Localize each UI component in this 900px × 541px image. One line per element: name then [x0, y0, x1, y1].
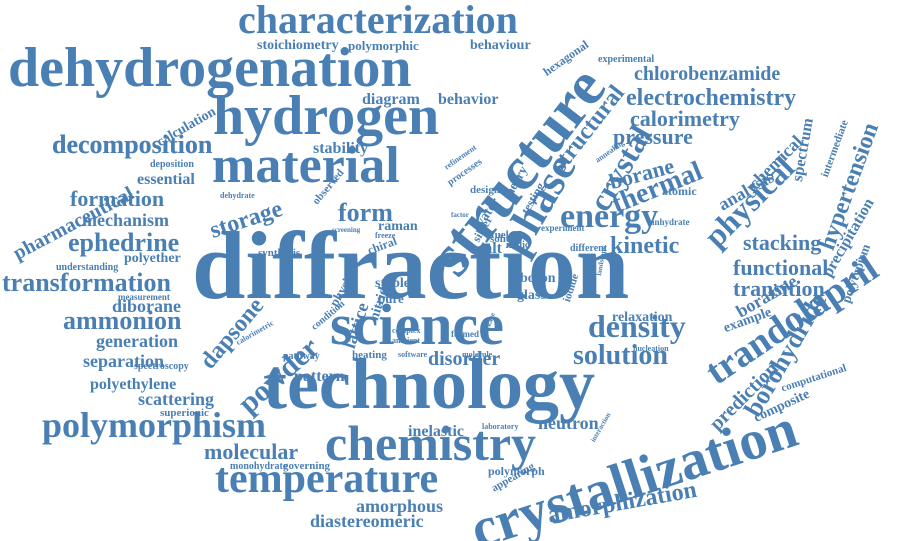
word-molecule: molecule [462, 350, 493, 359]
word-understanding: understanding [56, 262, 119, 273]
word-stability: stability [313, 140, 369, 157]
word-boron: boron [520, 271, 556, 286]
word-essential: essential [137, 171, 195, 188]
word-superionic: superionic [160, 407, 209, 419]
word-stoichiometry: stoichiometry [257, 38, 339, 53]
word-dehydrogenation: dehydrogenation [8, 37, 412, 99]
word-factor: factor [451, 211, 469, 219]
word-diffraction: diffraction [192, 212, 630, 319]
word-complex: complex [392, 326, 421, 335]
word-neutron: neutron [538, 413, 599, 433]
word-generation: generation [96, 331, 178, 351]
word-salt: salt [478, 240, 502, 257]
word-behavior: behavior [438, 91, 499, 108]
word-diastereomeric: diastereomeric [310, 511, 424, 531]
word-laboratory: laboratory [482, 422, 519, 431]
word-pure: pure [378, 291, 404, 306]
word-atomic: atomic [662, 184, 697, 198]
word-malic: malic [506, 240, 530, 251]
word-diborane: diborane [112, 296, 182, 316]
word-relaxation: relaxation [612, 310, 673, 325]
word-inelastic: inelastic [408, 423, 464, 440]
word-formation: formation [70, 186, 165, 211]
word-anhydrate: anhydrate [650, 217, 690, 227]
word-material: material [212, 137, 400, 194]
word-density: density [588, 308, 686, 344]
word-technology: technology [263, 344, 595, 424]
word-synthesis: synthesis [258, 247, 301, 259]
word-science: science [330, 292, 504, 357]
word-spectroscopy: spectroscopy [134, 361, 189, 372]
word-disorder: disorder [428, 348, 501, 370]
word-design: design [470, 184, 500, 196]
word-separation: separation [83, 351, 164, 371]
word-ammonion: ammonion [63, 306, 182, 335]
word-fuel: fuel [491, 229, 509, 241]
word-formed: formed [451, 329, 479, 339]
word-form: form [338, 198, 393, 227]
word-pressure: pressure [613, 124, 693, 149]
word-molecular: molecular [204, 439, 299, 464]
word-energy: energy [560, 198, 659, 235]
word-amorphous: amorphous [356, 496, 444, 516]
word-chemistry: chemistry [325, 415, 537, 471]
word-decomposition: decomposition [52, 130, 213, 159]
word-mechanism: mechanism [82, 210, 169, 230]
word-polymorphic: polymorphic [348, 38, 419, 53]
word-experimental: experimental [598, 54, 655, 65]
word-polymorph: polymorph [488, 464, 545, 478]
word-different: different [570, 243, 608, 254]
word-transformation: transformation [2, 268, 171, 297]
word-hydrogen: hydrogen [213, 85, 440, 147]
word-characterization: characterization [238, 0, 518, 42]
word-monohydrate: monohydrate [230, 461, 288, 472]
word-polymorphism: polymorphism [42, 405, 267, 445]
word-freeze: freeze [375, 231, 396, 240]
word-ambient: ambient [392, 336, 420, 345]
word-solution: solution [573, 340, 668, 371]
word-pathway: pathway [283, 351, 320, 362]
word-spectrum: spectrum [789, 116, 817, 183]
word-measurement: measurement [118, 292, 170, 302]
word-polyether: polyether [124, 251, 181, 266]
word-governing: governing [283, 460, 331, 472]
word-heating: heating [352, 349, 387, 361]
word-behaviour: behaviour [470, 38, 531, 53]
word-stacking: stacking [743, 230, 822, 255]
word-stable: stable [375, 276, 410, 291]
word-screening: screening [332, 226, 361, 234]
word-chlorobenzamide: chlorobenzamide [634, 63, 781, 85]
word-ephedrine: ephedrine [68, 228, 180, 257]
word-diagram: diagram [362, 91, 420, 108]
word-raman: raman [378, 219, 418, 234]
word-decomposition: decomposition [52, 130, 213, 159]
word-polyethylene: polyethylene [90, 376, 177, 393]
word-nucleation: nucleation [633, 344, 669, 353]
word-experiment: experiment [541, 223, 585, 233]
word-calorimetry: calorimetry [630, 106, 740, 131]
word-kinetic: kinetic [610, 233, 680, 259]
word-scattering: scattering [138, 389, 214, 409]
word-glass: glass [517, 288, 546, 303]
word-solid: solid [490, 233, 513, 245]
word-deposition: deposition [150, 159, 194, 170]
word-software: software [398, 350, 428, 359]
word-temperature: temperature [215, 456, 439, 502]
word-pattern: pattern [294, 368, 345, 385]
word-dehydrate: dehydrate [220, 191, 255, 200]
word-electrochemistry: electrochemistry [626, 85, 797, 111]
word-transition: transition [733, 276, 825, 301]
word-functional: functional [733, 255, 829, 280]
